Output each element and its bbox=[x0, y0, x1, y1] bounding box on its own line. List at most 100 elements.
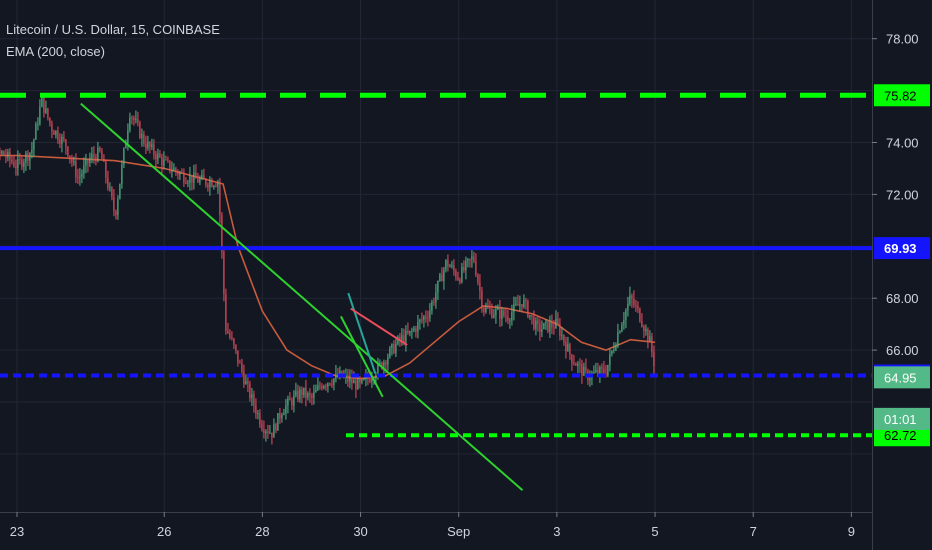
candle-body bbox=[69, 155, 71, 159]
candle-body bbox=[201, 175, 203, 179]
candle-body bbox=[113, 197, 115, 211]
candle-body bbox=[137, 119, 139, 123]
candle-body bbox=[563, 335, 565, 343]
candle-body bbox=[283, 413, 285, 415]
candle-body bbox=[73, 161, 75, 163]
candle-body bbox=[325, 386, 327, 388]
trendline-4[interactable] bbox=[350, 307, 408, 346]
candle-body bbox=[457, 277, 459, 280]
candle-body bbox=[189, 175, 191, 183]
candle-body bbox=[0, 151, 1, 154]
candle-body bbox=[255, 405, 257, 414]
candle-body bbox=[403, 335, 405, 343]
trendlines[interactable] bbox=[80, 102, 524, 491]
price-label-box bbox=[874, 407, 930, 430]
price-label-box bbox=[874, 366, 930, 389]
candle-body bbox=[631, 295, 633, 299]
candle-body bbox=[353, 380, 355, 384]
candle-body bbox=[39, 107, 41, 124]
candle-body bbox=[567, 344, 569, 352]
candle-body bbox=[409, 330, 411, 334]
candle-body bbox=[359, 378, 361, 383]
candle-body bbox=[607, 364, 609, 376]
candle-body bbox=[139, 122, 141, 138]
candle-body bbox=[575, 364, 577, 366]
candle-body bbox=[485, 307, 487, 313]
candle-body bbox=[521, 304, 523, 307]
candle-body bbox=[653, 352, 655, 367]
candle-body bbox=[447, 260, 449, 267]
candle-body bbox=[417, 321, 419, 332]
candle-body bbox=[309, 393, 311, 396]
candle-body bbox=[383, 362, 385, 369]
candle-body bbox=[535, 320, 537, 329]
candle-body bbox=[93, 154, 95, 158]
trendline-3[interactable] bbox=[347, 292, 377, 374]
candle-body bbox=[241, 362, 243, 372]
candle-body bbox=[43, 97, 45, 113]
candle-body bbox=[467, 259, 469, 261]
candle-body bbox=[95, 157, 97, 162]
candle-body bbox=[125, 142, 127, 149]
candle-body bbox=[637, 305, 639, 309]
symbol-title[interactable]: Litecoin / U.S. Dollar, 15, COINBASE bbox=[6, 22, 220, 37]
candle-body bbox=[61, 136, 63, 144]
time-tick-label: 5 bbox=[651, 524, 658, 539]
candle-body bbox=[57, 130, 59, 141]
candle-body bbox=[329, 383, 331, 385]
candle-body bbox=[321, 386, 323, 389]
candle-body bbox=[231, 337, 233, 339]
candle-body bbox=[611, 350, 613, 355]
time-tick-label: 3 bbox=[553, 524, 560, 539]
candle-body bbox=[91, 154, 93, 159]
candle-body bbox=[33, 139, 35, 150]
candle-body bbox=[27, 153, 29, 161]
candle-body bbox=[577, 363, 579, 366]
candle-body bbox=[143, 133, 145, 144]
candle-body bbox=[253, 394, 255, 406]
candle-body bbox=[603, 368, 605, 374]
candle-body bbox=[261, 424, 263, 430]
trendline-1[interactable] bbox=[80, 102, 524, 491]
candle-body bbox=[265, 431, 267, 433]
candle-body bbox=[213, 186, 215, 188]
indicator-legend[interactable]: EMA (200, close) bbox=[6, 44, 105, 59]
candle-body bbox=[131, 117, 133, 119]
horizontal-levels[interactable] bbox=[0, 92, 872, 438]
candle-body bbox=[449, 266, 451, 268]
candle-body bbox=[601, 367, 603, 369]
price-axis[interactable]: 78.00 74.00 72.00 68.00 66.00 bbox=[872, 0, 932, 550]
candle-body bbox=[533, 316, 535, 329]
time-tick-label: Sep bbox=[447, 524, 470, 539]
candle-body bbox=[211, 181, 213, 187]
candle-body bbox=[429, 310, 431, 318]
candle-body bbox=[387, 357, 389, 365]
candle-body bbox=[451, 265, 453, 267]
candle-body bbox=[547, 321, 549, 332]
candle-body bbox=[227, 330, 229, 334]
price-label-box bbox=[874, 237, 930, 260]
candle-body bbox=[129, 117, 131, 131]
candle-body bbox=[527, 301, 529, 317]
candle-body bbox=[501, 310, 503, 320]
candle-body bbox=[427, 317, 429, 319]
candle-body bbox=[437, 280, 439, 293]
candle-body bbox=[107, 177, 109, 189]
candle-body bbox=[171, 170, 173, 172]
candle-body bbox=[621, 324, 623, 332]
candle-body bbox=[1, 151, 3, 154]
trendline-2[interactable] bbox=[340, 315, 384, 398]
candle-body bbox=[491, 309, 493, 318]
candle-body bbox=[127, 130, 129, 143]
candle-body bbox=[245, 381, 247, 385]
candle-body bbox=[35, 124, 37, 140]
candle-body bbox=[87, 159, 89, 164]
candle-body bbox=[573, 363, 575, 365]
candle-body bbox=[179, 172, 181, 175]
candle-body bbox=[15, 166, 17, 168]
time-axis[interactable]: 23 26 28 30 Sep 3 5 7 9 bbox=[0, 512, 872, 550]
candle-body bbox=[515, 303, 517, 305]
candle-body bbox=[193, 172, 195, 183]
